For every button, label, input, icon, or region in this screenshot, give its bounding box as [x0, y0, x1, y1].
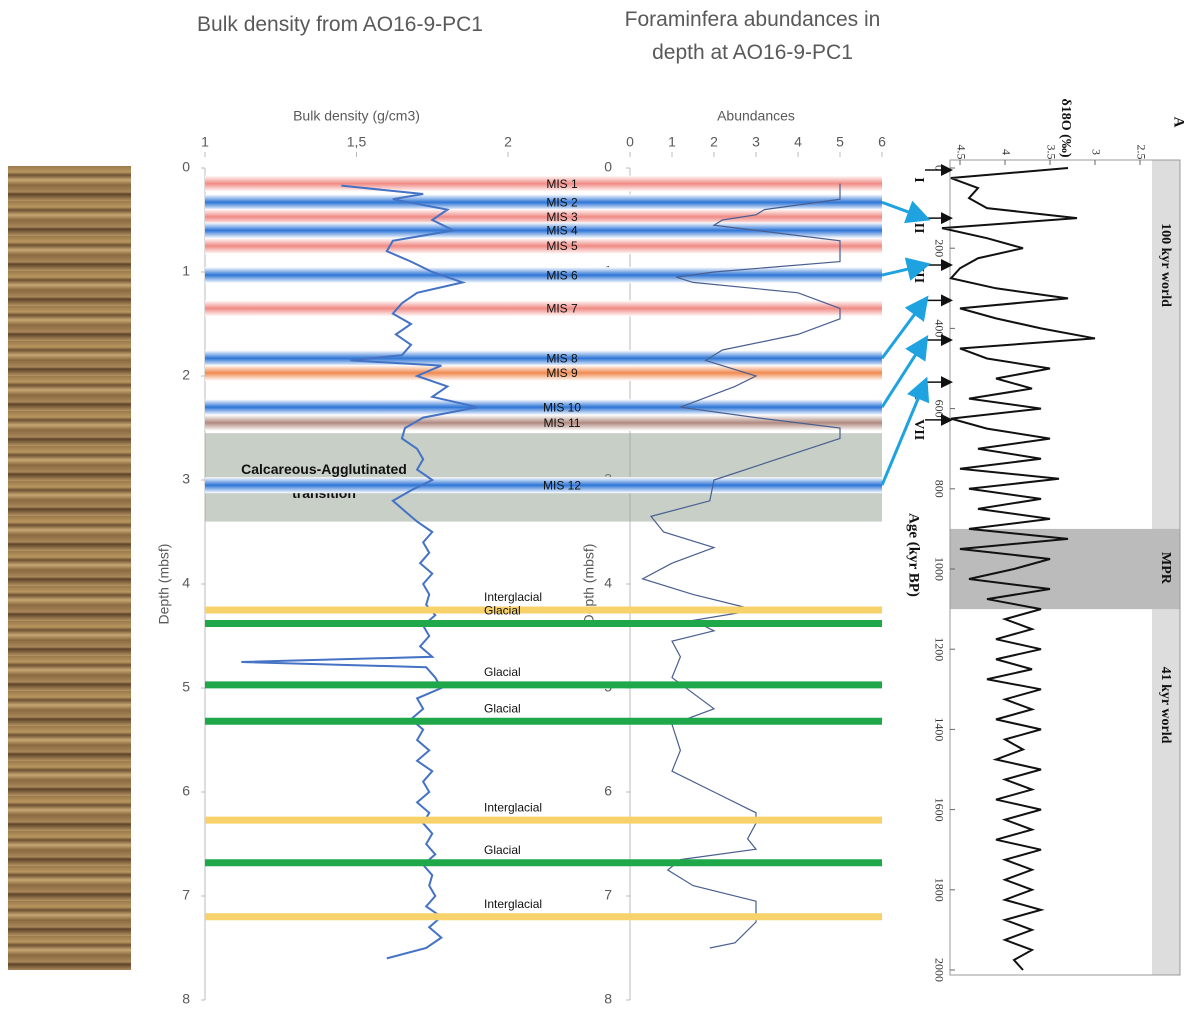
x-tick-label: 4	[794, 134, 802, 150]
mis-label: MIS 2	[546, 195, 578, 209]
mis-band	[205, 238, 882, 254]
x-tick-label: 2000	[932, 958, 946, 982]
x-axis-title: Abundances	[717, 108, 795, 124]
y-tick-label: 3.5	[1044, 145, 1058, 160]
mis-label: MIS 5	[546, 239, 578, 253]
climate-label: Glacial	[484, 701, 521, 715]
termination-label: II	[911, 223, 926, 234]
mis-band	[205, 267, 882, 284]
mis-label: MIS 12	[543, 478, 581, 492]
y-tick-label: 3	[1089, 149, 1103, 155]
mis-band	[205, 364, 882, 381]
mis-label: MIS 11	[543, 416, 580, 430]
y-tick-label: 4.5	[954, 145, 968, 160]
y-tick-label: 4	[999, 149, 1013, 155]
connector-arrow	[880, 295, 929, 360]
y-tick-label: 7	[182, 887, 190, 903]
x-tick-label: 2	[504, 134, 512, 150]
climate-label: Interglacial	[484, 590, 542, 604]
chart-title: A	[1171, 117, 1187, 128]
y-axis-title: Depth (mbsf)	[581, 544, 597, 625]
mis-band	[205, 222, 882, 239]
chart-title: Bulk density from AO16-9-PC1	[197, 13, 483, 36]
x-tick-label: 1000	[932, 557, 946, 581]
climate-label: Interglacial	[484, 800, 542, 814]
data-line	[641, 183, 841, 949]
x-tick-label: 400	[932, 319, 946, 337]
mis-label: MIS 10	[543, 400, 581, 414]
x-tick-label: 1,5	[347, 134, 367, 150]
plot-frame	[949, 159, 1181, 976]
chart-title: Foraminfera abundances in depth at AO16-…	[624, 8, 881, 64]
y-tick-label: 4	[604, 575, 612, 591]
data-line	[241, 184, 478, 960]
connector-arrow	[881, 200, 931, 224]
climate-label: Glacial	[484, 843, 521, 857]
data-line	[941, 167, 1096, 971]
termination-label: I	[911, 177, 926, 182]
mis-label: MIS 8	[546, 351, 578, 365]
y-tick-label: 8	[604, 991, 612, 1007]
mis-band	[205, 194, 882, 211]
y-tick-label: 8	[182, 991, 190, 1007]
x-tick-label: 200	[932, 239, 946, 257]
regime-label: 41 kyr world	[1158, 667, 1173, 744]
connector-arrow	[880, 334, 929, 409]
mis-label: MIS 3	[546, 210, 578, 224]
x-tick-label: 1800	[932, 878, 946, 902]
x-tick-label: 1400	[932, 717, 946, 741]
y-tick-label: 6	[604, 783, 612, 799]
mis-label: MIS 7	[546, 302, 578, 316]
x-axis-title: Bulk density (g/cm3)	[293, 108, 420, 124]
mis-band	[205, 350, 882, 367]
mis-band	[205, 414, 882, 431]
y-tick-label: 5	[182, 679, 190, 695]
mis-label: MIS 1	[546, 177, 578, 191]
connector-arrow	[881, 257, 931, 281]
y-tick-label: 7	[604, 887, 612, 903]
y-axis-title: δ18O (‰)	[1058, 99, 1073, 158]
x-tick-label: 1600	[932, 798, 946, 822]
y-tick-label: 0	[182, 159, 190, 175]
y-tick-label: 6	[182, 783, 190, 799]
y-tick-label: 0	[604, 159, 612, 175]
mis-label: MIS 9	[546, 366, 578, 380]
regime-label: 100 kyr world	[1158, 223, 1173, 307]
x-tick-label: 0	[932, 165, 946, 171]
x-tick-label: 3	[752, 134, 760, 150]
climate-label: Glacial	[484, 665, 521, 679]
mis-band	[205, 175, 882, 192]
mis-band	[205, 300, 882, 317]
mpr-label: MPR	[1158, 552, 1173, 585]
x-tick-label: 5	[836, 134, 844, 150]
x-tick-label: 6	[878, 134, 886, 150]
y-axis-title: Depth (mbsf)	[156, 544, 172, 625]
x-axis-title: Age (kyr BP)	[906, 513, 922, 597]
y-tick-label: 3	[182, 471, 190, 487]
x-tick-label: 1	[668, 134, 676, 150]
termination-label: VII	[911, 419, 926, 440]
core-photo	[8, 166, 131, 970]
y-tick-label: 2	[182, 367, 190, 383]
y-tick-label: 4	[182, 575, 190, 591]
x-tick-label: 0	[626, 134, 634, 150]
climate-label: Glacial	[484, 604, 521, 618]
mis-label: MIS 6	[546, 268, 578, 282]
x-tick-label: 1200	[932, 637, 946, 661]
y-tick-label: 1	[182, 263, 190, 279]
y-tick-label: 2.5	[1134, 145, 1148, 160]
x-tick-label: 600	[932, 400, 946, 418]
mis-label: MIS 4	[546, 224, 578, 238]
mpr-band	[950, 528, 1180, 610]
connector-arrow	[880, 376, 930, 486]
mis-band	[205, 208, 882, 225]
x-tick-label: 2	[710, 134, 718, 150]
x-tick-label: 1	[201, 134, 209, 150]
climate-label: Interglacial	[484, 897, 542, 911]
x-tick-label: 800	[932, 480, 946, 498]
